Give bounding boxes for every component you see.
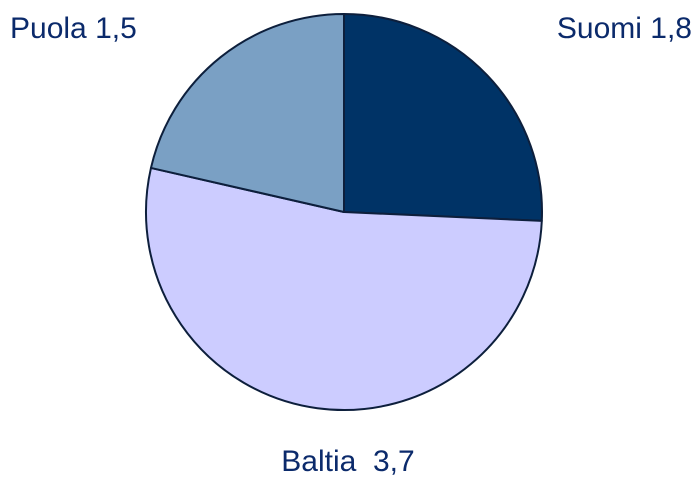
slice-value: 1,5 (95, 12, 137, 45)
slice-label: Baltia 3,7 (281, 445, 414, 478)
slice-label: Suomi 1,8 (557, 12, 692, 45)
pie-slice (149, 13, 345, 213)
label-gap (87, 12, 95, 45)
label-gap (356, 445, 373, 478)
label-gap (642, 12, 650, 45)
pie-slice (145, 166, 543, 411)
slice-value: 1,8 (650, 12, 692, 45)
slice-value: 3,7 (373, 445, 415, 478)
slice-name: Baltia (281, 445, 356, 478)
slice-label: Puola 1,5 (10, 12, 137, 45)
pie-slice (343, 13, 543, 222)
slice-name: Suomi (557, 12, 642, 45)
slice-name: Puola (10, 12, 87, 45)
